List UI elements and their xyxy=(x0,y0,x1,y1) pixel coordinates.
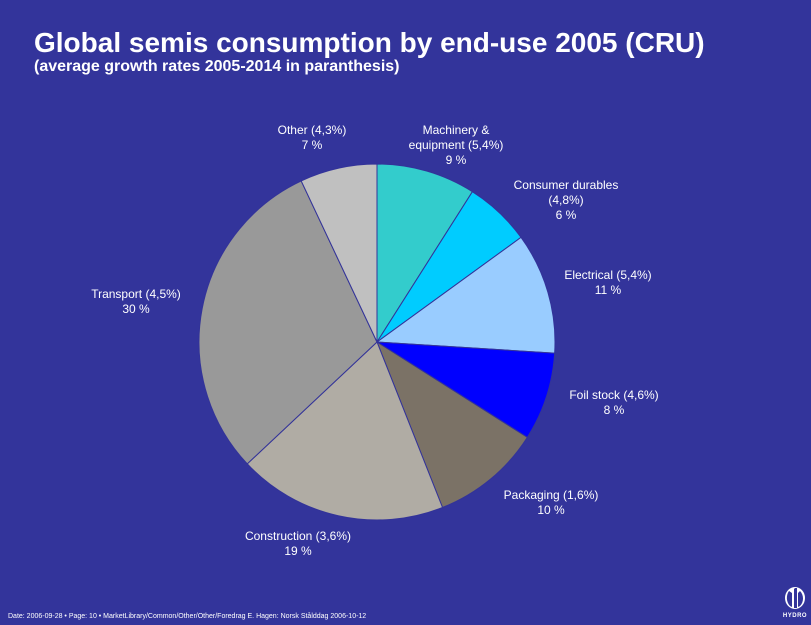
pie-category-label: Machinery & xyxy=(423,123,490,137)
hydro-logo-text: HYDRO xyxy=(782,613,808,619)
pie-slice-construction xyxy=(246,341,444,521)
chart-subtitle: (average growth rates 2005-2014 in paran… xyxy=(34,58,400,75)
pie-category-label: Foil stock (4,6%) xyxy=(569,388,658,402)
pie-label-consumer-durables: Consumer durables (4,8%) 6 % xyxy=(514,178,619,222)
footer-band xyxy=(0,560,811,625)
pie-value-label: 8 % xyxy=(604,403,625,417)
pie-category-label: Packaging (1,6%) xyxy=(504,488,599,502)
pie-label-layer: Machinery & equipment (5,4%) 9 %Consumer d… xyxy=(91,123,658,558)
pie-category-label: Other (4,3%) xyxy=(278,123,347,137)
pie-value-label: 19 % xyxy=(284,544,312,558)
pie-slice-layer xyxy=(198,163,556,521)
pie-label-transport: Transport (4,5%) 30 % xyxy=(91,287,181,316)
hydro-logo xyxy=(785,587,805,609)
pie-slice-other xyxy=(300,163,378,343)
footer-info: Date: 2006-09-28 • Page: 10 • MarketLibr… xyxy=(8,613,367,620)
pie-value-label: 7 % xyxy=(302,138,323,152)
chart-title: Global semis consumption by end-use 2005… xyxy=(34,27,705,58)
pie-slice-machinery-and-equipment xyxy=(376,163,474,344)
pie-value-label: 11 % xyxy=(595,283,622,297)
pie-value-label: 10 % xyxy=(537,503,565,517)
pie-slice-electrical xyxy=(375,236,556,354)
pie-category-label: Electrical (5,4%) xyxy=(564,268,651,282)
pie-slice-foil-stock xyxy=(376,341,556,439)
pie-label-packaging: Packaging (1,6%) 10 % xyxy=(504,488,599,517)
pie-category-label: Transport (4,5%) xyxy=(91,287,181,301)
pie-label-machinery-and-equipment: Machinery & equipment (5,4%) 9 % xyxy=(409,123,504,167)
pie-slice-packaging xyxy=(375,340,528,509)
pie-category-label: equipment (5,4%) xyxy=(409,138,504,152)
pie-label-other: Other (4,3%) 7 % xyxy=(278,123,347,152)
pie-slice-transport xyxy=(198,180,378,465)
pie-label-electrical: Electrical (5,4%) 11 % xyxy=(564,268,651,297)
pie-value-label: 6 % xyxy=(556,208,577,222)
pie-value-label: 9 % xyxy=(446,153,467,167)
pie-value-label: 30 % xyxy=(122,302,150,316)
pie-category-label: (4,8%) xyxy=(548,193,583,207)
pie-category-label: Consumer durables xyxy=(514,178,619,192)
pie-label-foil-stock: Foil stock (4,6%) 8 % xyxy=(569,388,658,417)
pie-label-construction: Construction (3,6%) 19 % xyxy=(245,529,351,558)
pie-category-label: Construction (3,6%) xyxy=(245,529,351,543)
